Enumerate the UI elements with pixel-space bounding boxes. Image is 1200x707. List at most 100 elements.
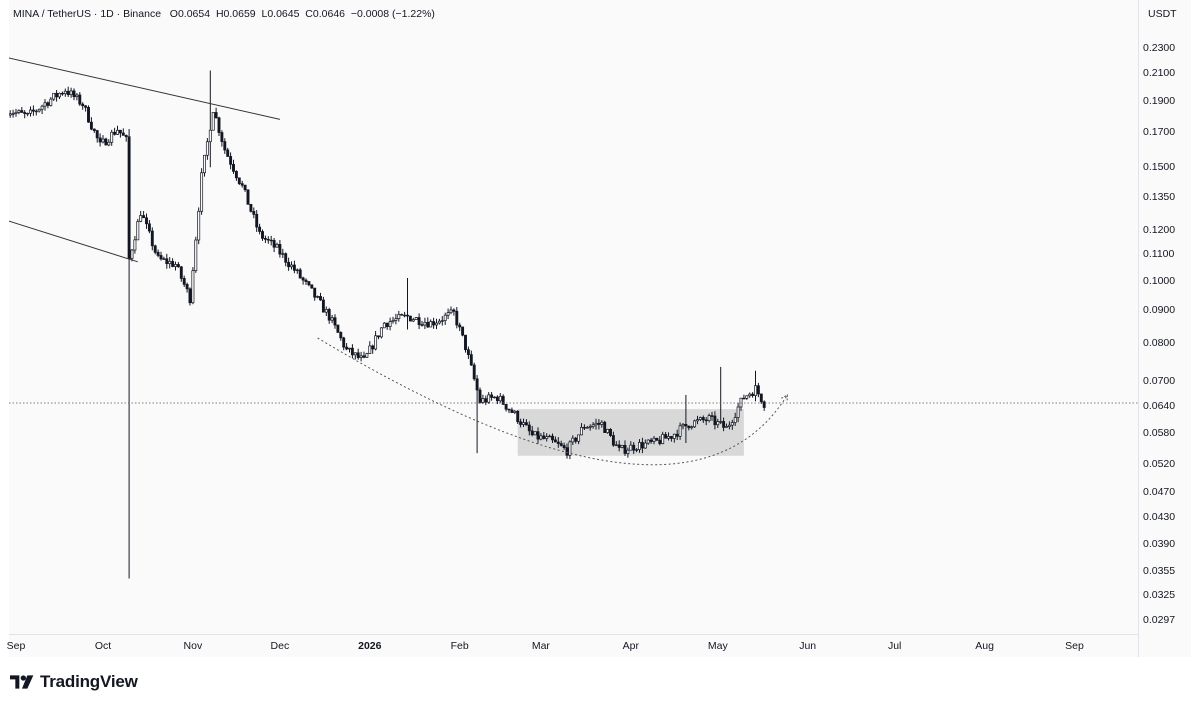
candle-body — [603, 421, 607, 433]
candle-body — [197, 210, 201, 241]
candle — [464, 334, 467, 353]
legend-low: L0.0645 — [261, 8, 300, 20]
candle — [626, 447, 630, 458]
candle — [368, 341, 372, 354]
candle — [461, 326, 465, 337]
candle-body — [31, 109, 35, 112]
candle-body — [443, 314, 447, 321]
candle — [101, 135, 105, 144]
candle — [745, 395, 749, 400]
candle — [759, 393, 763, 404]
candle-body — [92, 128, 96, 131]
candle — [226, 147, 230, 157]
candle — [606, 428, 610, 434]
candle-body — [345, 346, 349, 350]
candle-body — [217, 117, 221, 133]
candle-body — [684, 423, 688, 427]
candle-body — [116, 129, 119, 135]
candle — [159, 251, 163, 261]
candle-body — [736, 406, 740, 418]
price-tick-label: 0.1000 — [1143, 274, 1176, 287]
candle — [179, 265, 183, 282]
candle — [696, 415, 699, 425]
candle-body — [220, 132, 224, 142]
candle — [539, 433, 543, 441]
candle-body — [55, 92, 59, 98]
legend-symbol: MINA / TetherUS · 1D · Binance — [13, 8, 162, 20]
candle-body — [365, 353, 369, 358]
price-axis-unit[interactable]: USDT — [1148, 8, 1177, 20]
candle — [754, 370, 757, 402]
candle-body — [568, 441, 572, 456]
candle-body — [307, 281, 311, 286]
candle — [762, 400, 766, 411]
candle — [261, 229, 264, 241]
time-tick-label: Aug — [975, 640, 994, 652]
candle — [11, 109, 15, 118]
candle-body — [403, 314, 407, 317]
candle — [150, 227, 154, 251]
candle-body — [669, 436, 673, 439]
candle-body — [290, 264, 293, 268]
candle — [20, 107, 24, 113]
time-tick-label: Sep — [6, 640, 26, 652]
candle — [620, 444, 624, 449]
candle — [249, 203, 253, 213]
candle — [237, 177, 241, 185]
candle — [597, 419, 601, 430]
candle — [356, 348, 360, 360]
candle — [591, 422, 595, 429]
candle-body — [516, 410, 520, 423]
candle-body — [258, 226, 262, 232]
candlestick-chart[interactable] — [9, 0, 1191, 657]
lower-trendline — [9, 220, 138, 263]
candle — [145, 213, 148, 229]
candle-body — [287, 261, 291, 268]
candle-body — [223, 141, 227, 151]
candle-body — [23, 112, 27, 114]
candle — [553, 436, 557, 443]
candle-body — [159, 255, 163, 260]
chart-area[interactable] — [9, 0, 1191, 657]
candle-body — [727, 424, 731, 427]
candle — [371, 344, 375, 354]
candle — [640, 437, 644, 454]
legend-close: C0.0646 — [305, 8, 345, 20]
price-tick-label: 0.0470 — [1143, 486, 1176, 499]
candle-body — [382, 322, 386, 329]
candle-body — [530, 430, 534, 436]
candle — [571, 435, 575, 446]
candle — [388, 317, 392, 331]
candle-body — [63, 90, 67, 95]
candle — [156, 249, 160, 258]
candle — [362, 351, 366, 359]
candle-body — [237, 177, 241, 184]
legend-change: −0.0008 (−1.22%) — [350, 8, 435, 20]
ohlc-legend: MINA / TetherUS · 1D · Binance O0.0654 H… — [13, 8, 435, 20]
candle — [252, 207, 256, 219]
candle — [652, 436, 656, 445]
candle — [397, 310, 401, 322]
candle — [629, 441, 633, 451]
brand[interactable]: TradingView — [10, 672, 138, 692]
candle — [727, 421, 731, 430]
candle-body — [200, 172, 204, 212]
candle — [725, 423, 728, 428]
candle — [284, 252, 288, 267]
candle-body — [461, 326, 465, 336]
candle — [556, 437, 560, 448]
candle — [301, 276, 305, 285]
candle — [17, 109, 21, 115]
candle-body — [675, 433, 679, 437]
candle — [704, 417, 708, 426]
candle — [588, 424, 592, 431]
candle — [374, 330, 378, 351]
candle-body — [504, 403, 508, 410]
candle — [440, 316, 444, 326]
candle-body — [182, 278, 186, 285]
candle — [295, 268, 299, 274]
candle-body — [191, 270, 195, 304]
candle — [452, 308, 456, 316]
candle — [400, 313, 404, 316]
candle — [266, 236, 270, 244]
